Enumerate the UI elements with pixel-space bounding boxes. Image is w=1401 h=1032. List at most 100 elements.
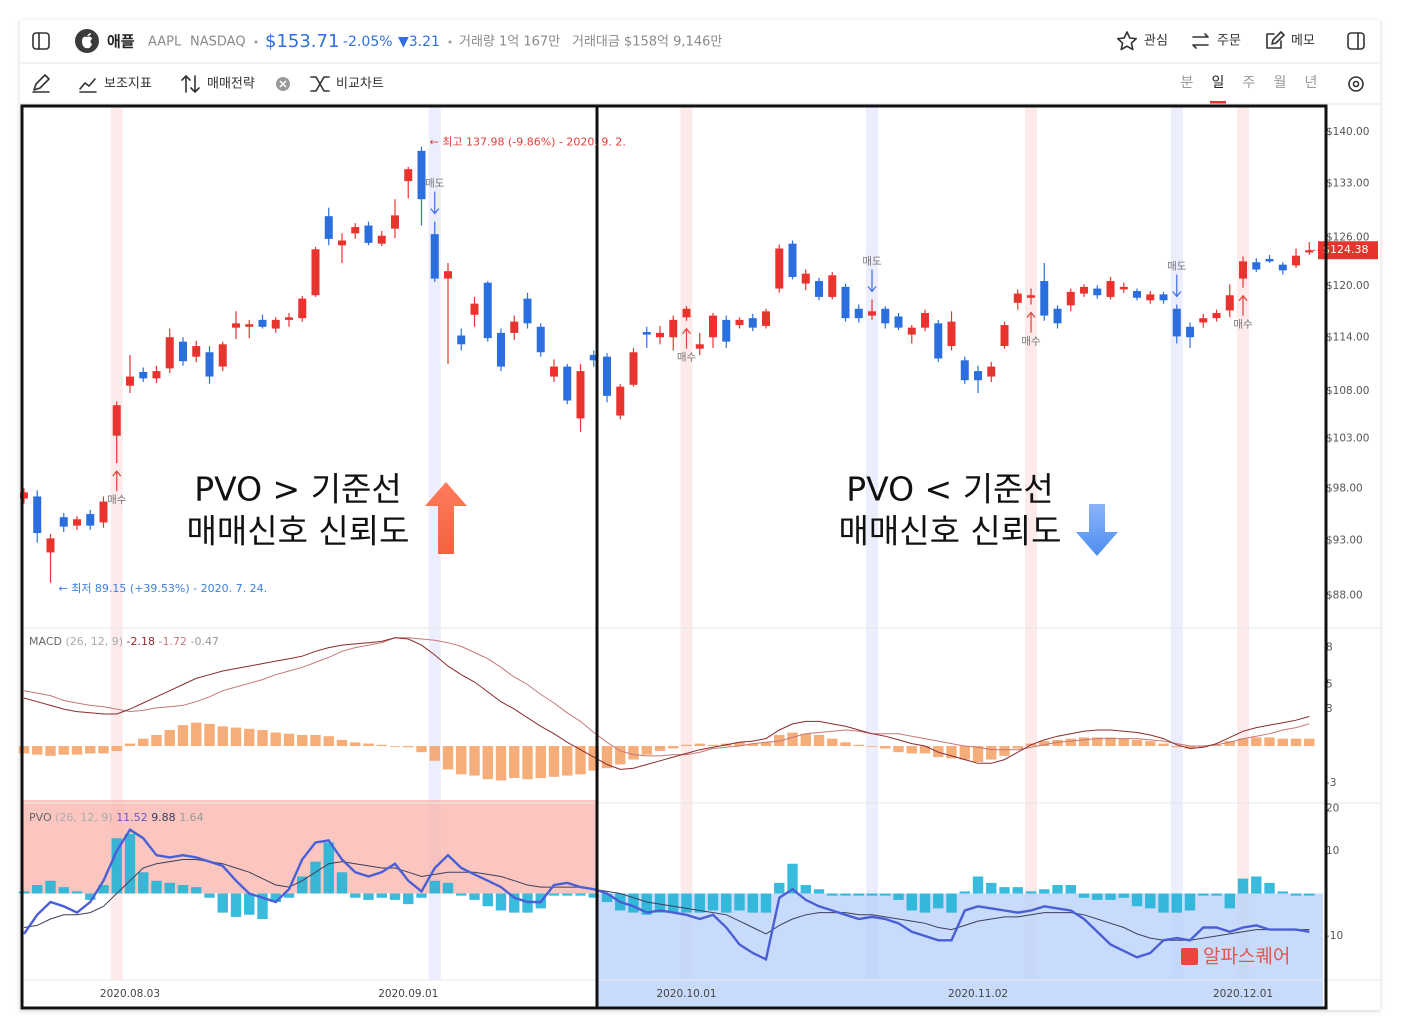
legend-part: -0.47	[190, 635, 218, 648]
histogram-bar	[1131, 893, 1143, 907]
candle-body	[205, 352, 214, 377]
signal-band	[680, 106, 693, 980]
tool[interactable]: 비교차트	[336, 77, 384, 92]
candle-body	[125, 376, 134, 386]
buy-label: 매수	[107, 494, 127, 506]
histogram-bar	[429, 880, 440, 894]
candle-body	[1013, 293, 1022, 303]
header: 애플 AAPL NASDAQ $153.71 -2.05% ▼3.21 거래량 …	[32, 29, 1365, 53]
histogram-bar	[58, 887, 69, 894]
candle-body	[894, 316, 903, 328]
histogram-bar	[389, 746, 401, 747]
candle-body	[1199, 318, 1208, 323]
histogram-bar	[1092, 893, 1103, 900]
candle-body	[801, 273, 810, 284]
histogram-bar	[111, 746, 122, 751]
memo-icon[interactable]	[1266, 31, 1285, 49]
candle-body	[1000, 325, 1009, 347]
candle-body	[1027, 295, 1036, 298]
y-tick-label: 8	[1326, 642, 1333, 654]
histogram-bar	[1158, 743, 1169, 747]
strategy-icon[interactable]	[181, 75, 200, 93]
candle-body	[470, 303, 479, 315]
histogram-bar	[283, 733, 295, 747]
candle-body	[231, 323, 240, 328]
histogram-bar	[1290, 893, 1302, 896]
action[interactable]: 주문	[1217, 34, 1241, 49]
histogram-bar	[641, 893, 652, 915]
candle-body	[1133, 291, 1142, 298]
settings[interactable]	[1348, 76, 1364, 92]
candle-body	[682, 308, 691, 318]
panel-toggle[interactable]	[1347, 32, 1365, 50]
tool[interactable]: 보조지표	[104, 77, 152, 92]
histogram-bar	[323, 736, 334, 747]
y-tick-label: $98.00	[1326, 482, 1363, 494]
histogram-bar	[509, 746, 520, 779]
histogram-bar	[323, 842, 334, 894]
candle-body	[497, 332, 506, 367]
watch-icon[interactable]	[1117, 31, 1137, 51]
histogram-bar	[654, 893, 666, 913]
histogram-bar	[310, 734, 321, 747]
period[interactable]: 년	[1305, 75, 1318, 91]
histogram-bar	[827, 893, 838, 896]
histogram-bar	[270, 893, 281, 903]
histogram-bar	[628, 746, 639, 760]
action[interactable]: 메모	[1291, 34, 1315, 49]
legend-part: -1.72	[159, 635, 187, 648]
histogram-bar	[1171, 746, 1182, 748]
histogram-bar	[350, 893, 361, 898]
indicator-icon[interactable]	[79, 78, 97, 93]
histogram-bar	[734, 742, 745, 747]
histogram-bar	[1065, 884, 1076, 894]
candle-body	[629, 352, 638, 385]
period[interactable]: 월	[1274, 75, 1287, 91]
signal-line	[23, 859, 1310, 941]
y-tick-label: $120.00	[1326, 280, 1369, 292]
histogram-bar	[297, 876, 308, 894]
histogram-bar	[880, 893, 891, 896]
histogram-bar	[548, 893, 560, 896]
draw-icon[interactable]	[32, 74, 50, 93]
sidebar-toggle[interactable]	[32, 32, 50, 50]
separator	[254, 40, 258, 44]
pvo-zones	[22, 800, 1323, 1008]
low-note: ← 최저 89.15 (+39.53%) - 2020. 7. 24.	[58, 582, 267, 595]
histogram-bar	[972, 746, 984, 763]
histogram-bar	[416, 746, 427, 753]
histogram-bar	[588, 893, 599, 898]
histogram-bar	[1264, 882, 1275, 894]
action[interactable]: 관심	[1144, 34, 1168, 49]
candle-body	[815, 281, 824, 297]
candle-body	[1040, 281, 1049, 316]
y-tick-label: $126.00	[1326, 231, 1369, 243]
candle-body	[1278, 264, 1287, 271]
candle-body	[854, 308, 863, 319]
signal-band	[1237, 106, 1250, 980]
candle-body	[99, 501, 108, 523]
histogram-bar	[760, 742, 772, 747]
period[interactable]: 주	[1243, 75, 1256, 91]
candle-body	[1252, 262, 1261, 270]
histogram-bar	[1052, 739, 1063, 747]
x-tick-label: 2020.10.01	[656, 988, 716, 1000]
y-tick-label: $88.00	[1326, 590, 1363, 602]
period[interactable]: 분	[1181, 75, 1194, 91]
histogram-bar	[469, 893, 480, 900]
compare-icon[interactable]	[310, 76, 330, 92]
candle-body	[245, 324, 254, 327]
order-icon[interactable]	[1192, 33, 1209, 49]
volume: 거래량 1억 167만	[459, 35, 560, 50]
histogram-bar	[1290, 738, 1302, 747]
tool[interactable]: 매매전략	[207, 77, 255, 92]
histogram-bar	[893, 893, 904, 900]
histogram-bar	[1184, 893, 1196, 911]
legend-part: -2.18	[127, 635, 155, 648]
histogram-bar	[111, 838, 122, 894]
signal-band	[110, 106, 123, 980]
histogram-bar	[906, 746, 917, 754]
candle-body	[218, 344, 227, 367]
period[interactable]: 일	[1212, 75, 1225, 91]
